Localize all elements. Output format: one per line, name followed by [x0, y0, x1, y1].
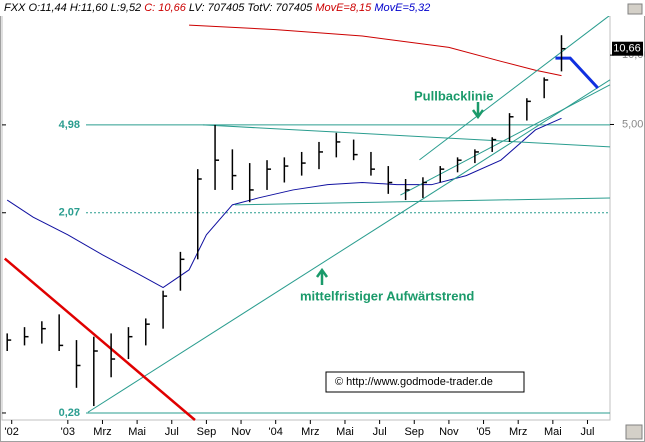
x-tick-label: '05 — [476, 426, 490, 438]
x-tick-label: Mai — [128, 426, 146, 438]
annotation: mittelfristiger Aufwärtstrend — [300, 288, 474, 303]
x-tick-label: Mrz — [301, 426, 319, 438]
header-field: FXX O:11,44 H:11,60 L:9,52 — [4, 2, 144, 14]
corner-icon — [625, 424, 643, 440]
copyright: © http://www.godmode-trader.de — [335, 376, 493, 388]
x-tick-label: Mai — [544, 426, 562, 438]
x-tick-label: Jul — [165, 426, 179, 438]
x-tick-label: Sep — [197, 426, 217, 438]
line — [400, 84, 611, 196]
plot — [2, 14, 611, 421]
x-tick-label: Jul — [373, 426, 387, 438]
x-tick-label: Jul — [580, 426, 594, 438]
line — [419, 14, 611, 161]
y-tick-label: 0,28 — [59, 407, 80, 419]
header-field: MovE=5,32 — [371, 2, 430, 14]
y2-tick-label: 5,00 — [622, 118, 643, 130]
x-tick-label: '03 — [61, 426, 75, 438]
line — [3, 257, 196, 421]
y-tick-label: 2,07 — [59, 207, 80, 219]
x-tick-label: Nov — [231, 426, 251, 438]
arrow — [315, 267, 329, 285]
annotation: Pullbacklinie — [414, 88, 493, 103]
line — [6, 117, 562, 289]
header-field: MovE=8,15 — [315, 2, 372, 14]
line — [87, 79, 611, 413]
line — [202, 124, 611, 148]
header-bg — [0, 0, 645, 16]
header-field: C: 10,66 — [144, 2, 186, 14]
window-icon — [627, 3, 643, 15]
x-tick-label: Mrz — [93, 426, 111, 438]
copyright-box — [325, 371, 525, 393]
x-tick-label: Mai — [336, 426, 354, 438]
header-field: LV: 707405 TotV: 707405 — [186, 2, 315, 14]
line — [234, 197, 611, 206]
price-box — [612, 41, 643, 56]
x-tick-label: '04 — [269, 426, 283, 438]
x-tick-label: Mrz — [509, 426, 527, 438]
x-tick-label: '02 — [5, 426, 19, 438]
plot-area — [1, 1, 611, 421]
header: FXX O:11,44 H:11,60 L:9,52 C: 10,66 LV: … — [4, 2, 430, 14]
y-tick-label: 4,98 — [59, 119, 80, 131]
line — [189, 24, 562, 77]
price-box-label: 10,66 — [613, 43, 641, 55]
x-tick-label: Nov — [439, 426, 459, 438]
arrow — [471, 102, 485, 120]
x-tick-label: Sep — [404, 426, 424, 438]
line — [555, 56, 599, 90]
